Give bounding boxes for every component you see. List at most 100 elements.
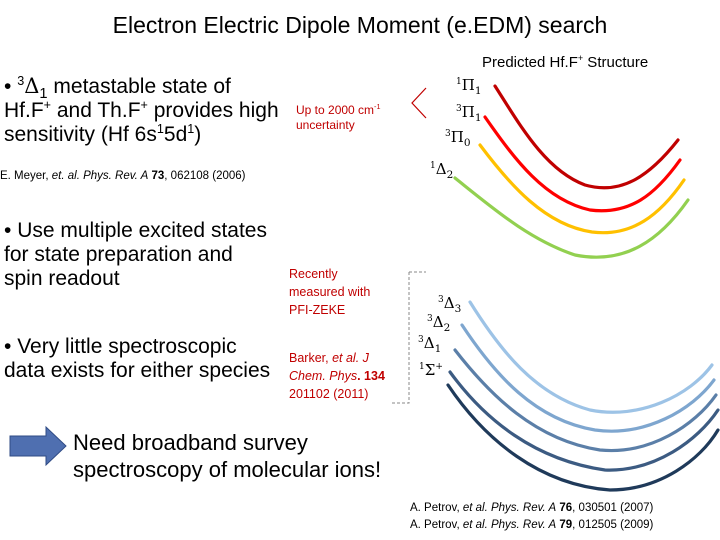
label-1Pi1: 1Π1 xyxy=(456,76,482,97)
label-sup: + xyxy=(435,362,443,372)
label-pre: 3 xyxy=(427,314,433,324)
curve-3Delta1 xyxy=(453,348,718,453)
bullet-little-data: • Very little spectroscopic data exists … xyxy=(4,335,270,383)
label-sym: Σ xyxy=(424,361,436,379)
petrov-journal: et al. Phys. Rev. A xyxy=(462,502,557,514)
petrov-author: A. Petrov, xyxy=(410,502,463,514)
bullet2-line3: spin readout xyxy=(4,267,120,290)
bullet-metastable: • 3Δ1 metastable state of Hf.F+ and Th.F… xyxy=(4,74,279,147)
curve-3Pi1 xyxy=(483,115,682,213)
petrov-author: A. Petrov, xyxy=(410,519,463,531)
label-pre: 1 xyxy=(456,77,462,87)
label-sym: Δ xyxy=(435,160,447,178)
label-pre: 3 xyxy=(418,335,424,345)
structure-title-b: Structure xyxy=(583,54,649,71)
barker-volume: . 134 xyxy=(357,369,385,383)
label-sub: 1 xyxy=(434,343,442,355)
petrov-volume: 76 xyxy=(556,502,573,514)
ref-page: , 062108 (2006) xyxy=(164,170,246,182)
label-3Delta3: 3Δ3 xyxy=(438,294,462,315)
label-pre: 3 xyxy=(456,104,462,114)
sup-1: 1 xyxy=(156,122,164,136)
curve-1Sigma xyxy=(448,370,720,472)
label-sub: 3 xyxy=(454,303,462,315)
bullet3-line1: Very little spectroscopic xyxy=(17,335,237,358)
need-line2: spectroscopy of molecular ions! xyxy=(73,457,382,482)
barker-reference: Barker, et al. J Chem. Phys. 134 201102 … xyxy=(289,349,385,403)
bullet-text-line1: metastable state of xyxy=(53,75,231,98)
barker-journal: Chem. Phys xyxy=(289,369,358,383)
slide-title: Electron Electric Dipole Moment (e.EDM) … xyxy=(112,12,608,38)
pfi-zeke-note: Recently measured with PFI-ZEKE xyxy=(289,265,370,319)
barker-author: Barker, xyxy=(289,351,333,365)
need-line1: Need broadband survey xyxy=(73,430,308,455)
curve-3Pi0 xyxy=(478,143,686,235)
bracket-upper xyxy=(411,87,427,119)
label-sym: Π xyxy=(450,128,464,146)
term-sub: 1 xyxy=(39,86,48,103)
label-pre: 1 xyxy=(419,362,425,372)
bullet2-line1: Use multiple excited states xyxy=(17,219,267,242)
label-sub: 2 xyxy=(446,169,454,181)
bullet-marker: • xyxy=(4,75,12,98)
uncertainty-line1: Up to 2000 cm xyxy=(296,103,375,117)
note-line2: measured with xyxy=(289,285,371,299)
curve-3Delta3 xyxy=(468,300,714,414)
label-3Pi1: 3Π1 xyxy=(456,103,482,124)
label-1Delta2: 1Δ2 xyxy=(430,160,454,181)
reference-petrov: A. Petrov, et al. Phys. Rev. A 76, 03050… xyxy=(410,500,653,534)
reference-meyer: E. Meyer, et. al. Phys. Rev. A 73, 06210… xyxy=(0,170,246,182)
petrov-ref-2: A. Petrov, et al. Phys. Rev. A 79, 01250… xyxy=(410,517,653,534)
label-pre: 3 xyxy=(438,295,444,305)
barker-page: 201102 (2011) xyxy=(289,387,369,401)
structure-title-sup: + xyxy=(577,53,584,63)
bullet-text-line2-a: Hf.F xyxy=(4,99,44,122)
bullet-marker: • xyxy=(4,219,12,242)
need-broadband-statement: Need broadband survey spectroscopy of mo… xyxy=(73,429,381,483)
curve-3Delta2 xyxy=(460,323,716,433)
right-arrow-icon xyxy=(9,425,67,467)
term-symbol: Δ xyxy=(24,74,40,98)
term-prefix: 3 xyxy=(17,74,25,88)
ref-volume: 73 xyxy=(148,170,165,182)
label-sym: Δ xyxy=(443,294,455,312)
label-sub: 2 xyxy=(443,322,451,334)
curve-1Pi1 xyxy=(493,84,680,190)
bracket-lower xyxy=(392,272,410,404)
sup-2: 1 xyxy=(187,122,195,136)
uncertainty-sup: -1 xyxy=(374,102,381,111)
label-sub: 1 xyxy=(474,112,482,124)
uncertainty-note: Up to 2000 cm-1 uncertainty xyxy=(296,103,380,133)
structure-title: Predicted Hf.F+ Structure xyxy=(482,53,649,72)
bullet-text-line3-b: 5d xyxy=(163,123,188,146)
label-pre: 1 xyxy=(430,161,436,171)
petrov-ref-1: A. Petrov, et al. Phys. Rev. A 76, 03050… xyxy=(410,500,653,517)
label-1Sigma: 1Σ+ xyxy=(419,361,443,379)
label-3Pi0: 3Π0 xyxy=(445,128,471,149)
petrov-volume: 79 xyxy=(556,519,573,531)
ref-journal: et. al. Phys. Rev. A xyxy=(51,170,149,182)
bullet-text-line3-a: sensitivity (Hf 6s xyxy=(4,123,157,146)
bullet-excited-states: • Use multiple excited states for state … xyxy=(4,219,267,291)
curve-1Delta2 xyxy=(453,176,690,259)
uncertainty-line2: uncertainty xyxy=(296,118,355,132)
petrov-page: , 030501 (2007) xyxy=(572,502,654,514)
plus-sup: + xyxy=(43,98,52,112)
ref-author: E. Meyer, xyxy=(0,170,52,182)
structure-title-a: Predicted Hf.F xyxy=(482,54,578,71)
note-line3: PFI-ZEKE xyxy=(289,303,346,317)
bullet3-line2: data exists for either species xyxy=(4,359,271,382)
curve-lowest xyxy=(446,383,720,492)
bullet-text-line3-c: ) xyxy=(194,123,202,146)
label-sub: 0 xyxy=(463,137,471,149)
label-sym: Δ xyxy=(432,313,444,331)
label-sym: Π xyxy=(461,76,475,94)
label-sub: 1 xyxy=(474,85,482,97)
bullet2-line2: for state preparation and xyxy=(4,243,233,266)
bullet-text-line2-c: provides high xyxy=(147,99,279,122)
label-sym: Π xyxy=(461,103,475,121)
label-sym: Δ xyxy=(423,334,435,352)
bullet-text-line2-b: and Th.F xyxy=(51,99,141,122)
plus-sup-2: + xyxy=(140,98,148,112)
